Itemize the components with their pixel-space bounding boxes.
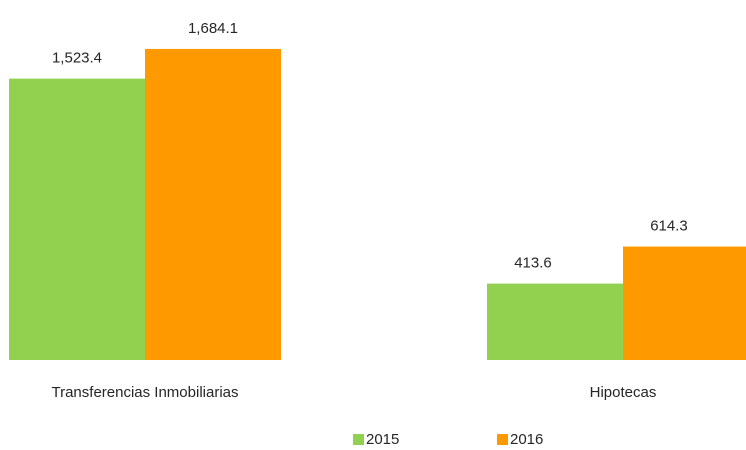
data-label: 1,523.4 xyxy=(52,50,102,67)
legend-label: 2016 xyxy=(510,431,543,448)
bar xyxy=(9,78,145,360)
x-tick-label: Hipotecas xyxy=(590,384,657,401)
legend-swatch xyxy=(497,434,508,445)
legend-label: 2015 xyxy=(366,431,399,448)
data-label: 1,684.1 xyxy=(188,20,238,37)
bar xyxy=(145,48,281,361)
x-tick-label: Transferencias Inmobiliarias xyxy=(51,384,238,401)
data-label: 413.6 xyxy=(514,255,552,272)
legend-swatch xyxy=(353,434,364,445)
bar xyxy=(623,246,746,360)
data-label: 614.3 xyxy=(650,218,688,235)
bar xyxy=(487,283,623,360)
